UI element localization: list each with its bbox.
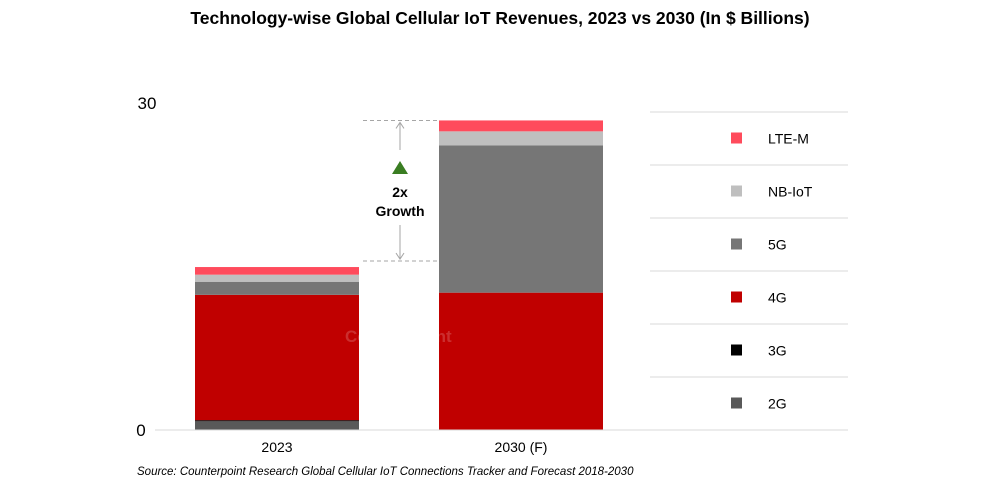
growth-label: Growth [376, 203, 425, 219]
legend-label: 5G [768, 237, 787, 253]
legend-label: 4G [768, 290, 787, 306]
legend-label: 2G [768, 396, 787, 412]
legend-label: NB-IoT [768, 184, 813, 200]
bar-segment-lte-m [439, 120, 603, 132]
legend-label: 3G [768, 343, 787, 359]
bar-segment-5g [195, 281, 359, 295]
y-tick-label: 0 [136, 421, 145, 440]
growth-label: 2x [392, 184, 408, 200]
bar-segment-2g [195, 421, 359, 430]
source-note: Source: Counterpoint Research Global Cel… [137, 466, 634, 478]
x-tick-label: 2030 (F) [495, 439, 548, 455]
legend-swatch-lte-m [731, 132, 742, 144]
bar-segment-4g [195, 294, 359, 421]
arrow-down-icon [395, 252, 405, 260]
chart-title: Technology-wise Global Cellular IoT Reve… [190, 8, 810, 28]
legend-swatch-nb-iot [731, 185, 742, 197]
legend-swatch-5g [731, 238, 742, 250]
bar-segment-4g [439, 292, 603, 430]
arrow-up-icon [395, 121, 405, 129]
bar-segment-nb-iot [195, 274, 359, 282]
growth-triangle-icon [392, 161, 408, 174]
x-tick-label: 2023 [261, 439, 292, 455]
legend-swatch-4g [731, 291, 742, 303]
bar-segment-nb-iot [439, 131, 603, 146]
bar-segment-3g [195, 420, 359, 422]
watermark: Counterpoint [345, 327, 452, 346]
legend-swatch-3g [731, 344, 742, 356]
legend-swatch-2g [731, 397, 742, 409]
bar-segment-lte-m [195, 267, 359, 275]
bar-segment-5g [439, 145, 603, 293]
y-tick-label: 30 [138, 94, 157, 113]
legend-label: LTE-M [768, 131, 809, 147]
